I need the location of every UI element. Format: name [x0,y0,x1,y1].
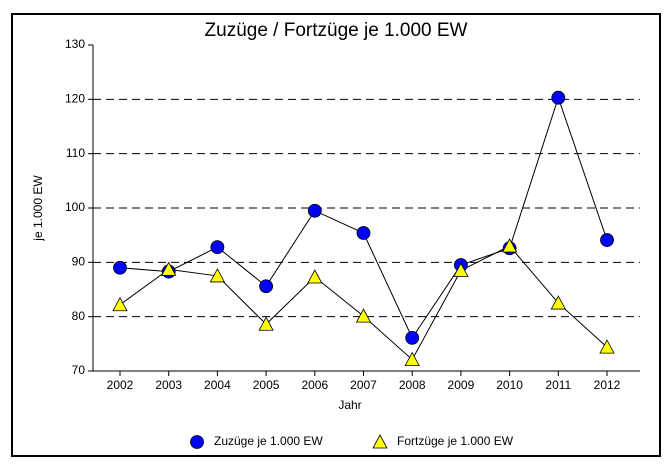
point [259,279,274,294]
legend-marker [190,435,204,449]
chart-title: Zuzüge / Fortzüge je 1.000 EW [205,20,468,41]
x-tick-label: 2003 [155,378,182,392]
point [210,240,225,255]
y-tick-label: 100 [65,200,85,214]
point [355,308,372,323]
y-tick-label: 90 [72,255,86,269]
point [599,339,615,354]
point [600,233,614,247]
point [113,260,127,275]
point [258,316,274,331]
x-tick-label: 2012 [594,378,621,392]
y-tick-label: 130 [65,37,85,51]
point [501,238,518,253]
point [404,351,420,366]
x-tick-label: 2011 [545,378,571,392]
point [161,261,177,276]
y-tick-label: 110 [66,146,85,160]
point [307,269,323,284]
x-tick-label: 2002 [107,378,134,392]
legend-label: Fortzüge je 1.000 EW [397,434,514,448]
x-axis-label: Jahr [338,398,361,412]
point [453,262,469,277]
x-tick-label: 2009 [448,378,475,392]
point [209,268,226,283]
x-tick-label: 2006 [301,378,328,392]
point [405,330,420,345]
y-tick-label: 70 [72,363,86,377]
point [112,296,128,312]
x-tick-label: 2008 [399,378,426,392]
legend-marker [372,434,388,449]
point [550,295,566,310]
legend-label: Zuzüge je 1.000 EW [214,434,323,448]
y-tick-label: 80 [72,309,86,323]
y-axis-label: je 1.000 EW [31,175,45,242]
point [307,203,322,218]
x-tick-label: 2005 [253,378,280,392]
point [356,226,371,240]
x-tick-label: 2010 [496,378,523,392]
frame [11,13,661,457]
x-tick-label: 2004 [204,378,231,392]
y-tick-label: 120 [65,92,85,106]
x-tick-label: 2007 [350,378,377,392]
point [551,90,566,105]
